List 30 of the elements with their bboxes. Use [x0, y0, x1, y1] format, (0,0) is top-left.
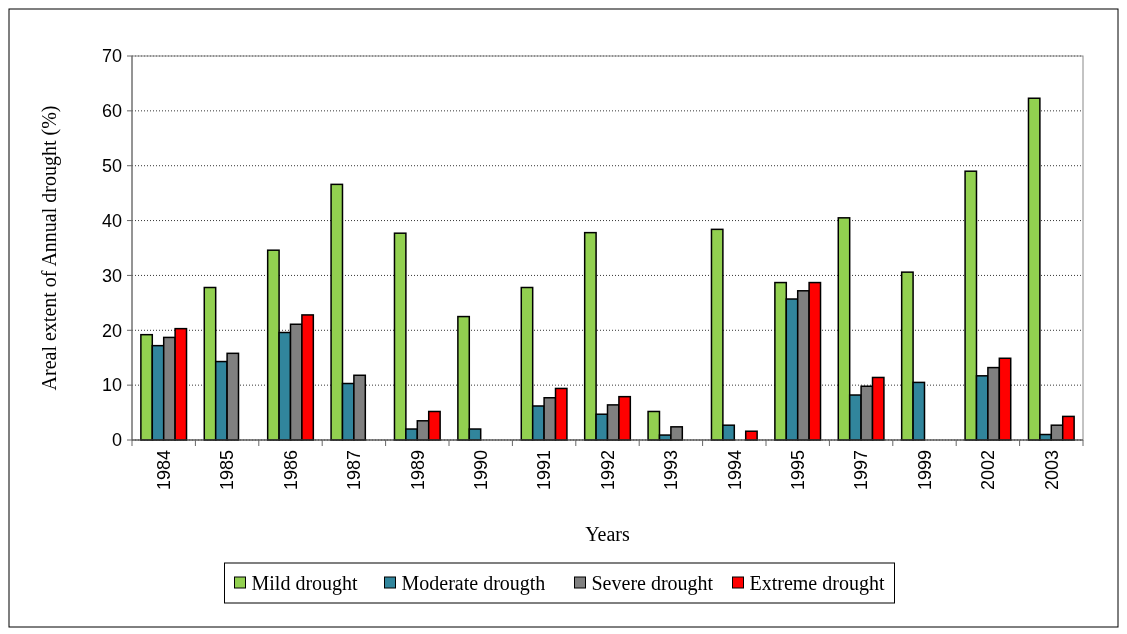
y-tick-label: 40 [101, 210, 122, 231]
bar [744, 430, 758, 441]
legend-label: Extreme drought [749, 572, 885, 595]
x-tick-label: 1999 [914, 450, 935, 491]
y-tick-label: 50 [101, 156, 122, 177]
x-tick-label: 1994 [724, 450, 745, 491]
x-tick-label: 1990 [471, 450, 491, 491]
legend-label: Mild drought [251, 572, 359, 595]
x-tick-label: 1987 [344, 450, 365, 491]
y-tick-label: 70 [101, 46, 122, 67]
x-tick-label: 1984 [154, 450, 174, 491]
y-tick-label: 0 [111, 430, 122, 451]
y-tick-label: 30 [101, 265, 122, 286]
x-tick-label: 1985 [217, 450, 238, 491]
x-tick-label: 1995 [788, 450, 808, 491]
legend-label: Moderate drougth [401, 572, 546, 595]
legend-label: Severe drought [591, 572, 714, 595]
y-tick-label: 60 [101, 101, 122, 122]
x-axis-title: Years [585, 523, 631, 545]
y-tick-label: 10 [101, 375, 122, 396]
x-tick-label: 1993 [661, 450, 682, 491]
x-tick-label: 1992 [597, 450, 618, 491]
x-tick-label: 2003 [1041, 450, 1062, 491]
x-tick-label: 1997 [851, 450, 872, 491]
x-tick-label: 1989 [407, 450, 428, 491]
x-tick-label: 2002 [978, 450, 999, 491]
x-tick-label: 1991 [534, 450, 555, 491]
y-axis-title: Areal extent of Annual drought (%) [38, 105, 61, 391]
y-tick-label: 20 [101, 320, 122, 341]
x-tick-label: 1986 [280, 450, 301, 491]
